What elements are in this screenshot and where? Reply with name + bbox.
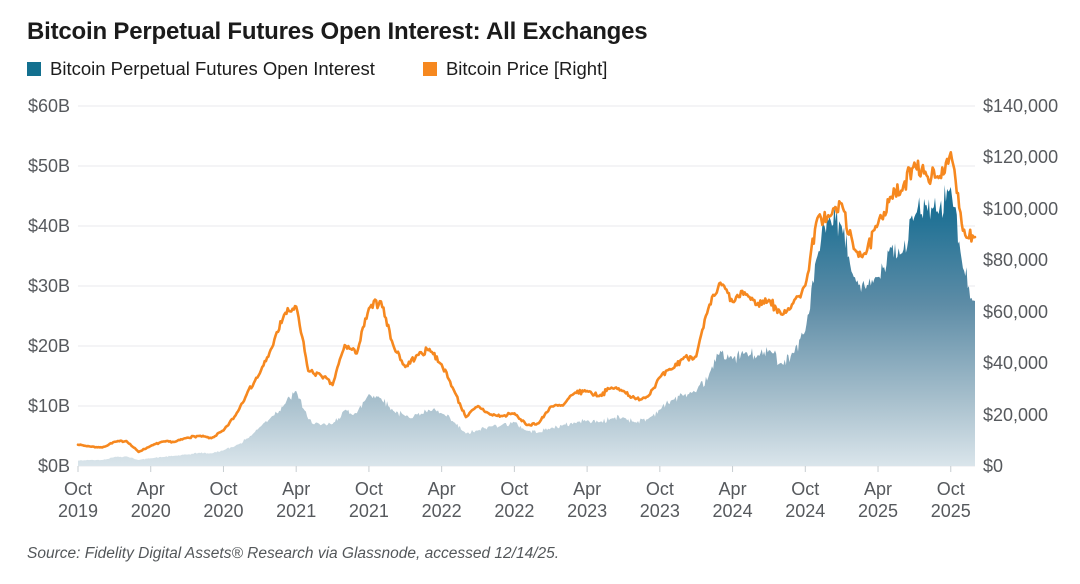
y-tick-label-left: $40B bbox=[27, 216, 70, 236]
y-tick-label-right: $20,000 bbox=[983, 404, 1049, 425]
y-tick-label-left: $20B bbox=[27, 336, 70, 356]
y-tick-label-right: $0 bbox=[983, 456, 1004, 476]
x-tick-label: Oct 2024 bbox=[785, 479, 826, 521]
y-tick-label-right: $140,000 bbox=[983, 96, 1059, 116]
x-tick-label: Oct 2025 bbox=[930, 479, 971, 521]
y-tick-label-left: $60B bbox=[27, 96, 70, 116]
x-tick-label: Apr 2024 bbox=[712, 479, 753, 521]
x-tick-label: Apr 2022 bbox=[421, 479, 462, 521]
x-tick-label: Oct 2023 bbox=[639, 479, 680, 521]
chart-area: $60B $50B $40B $30B $20B $10B $0B $140,000 $120… bbox=[0, 95, 1080, 530]
y-tick-label-left: $50B bbox=[27, 156, 70, 176]
x-tick-label: Oct 2021 bbox=[348, 479, 389, 521]
source-note: Source: Fidelity Digital Assets® Researc… bbox=[27, 545, 560, 562]
y-tick-label-right: $100,000 bbox=[983, 198, 1059, 219]
x-tick-label: Apr 2020 bbox=[130, 479, 171, 521]
y-tick-label-left: $0B bbox=[37, 456, 70, 476]
legend-item-price: Bitcoin Price [Right] bbox=[422, 58, 608, 80]
chart-canvas bbox=[76, 105, 977, 472]
legend-label-open-interest: Bitcoin Perpetual Futures Open Interest bbox=[50, 58, 375, 79]
legend-label-price: Bitcoin Price [Right] bbox=[445, 58, 608, 79]
x-tick-label: Apr 2025 bbox=[857, 479, 899, 521]
y-tick-label-left: $10B bbox=[27, 396, 70, 416]
y-tick-label-right: $40,000 bbox=[983, 353, 1049, 374]
x-tick-label: Apr 2021 bbox=[276, 479, 317, 521]
legend-item-open-interest: Bitcoin Perpetual Futures Open Interest bbox=[27, 58, 375, 80]
x-tick-label: Apr 2023 bbox=[567, 479, 608, 521]
y-tick-label-right: $60,000 bbox=[983, 301, 1049, 322]
legend-swatch-open-interest-icon bbox=[27, 62, 41, 76]
x-tick-label: Oct 2022 bbox=[494, 479, 535, 521]
legend: Bitcoin Perpetual Futures Open Interest … bbox=[27, 58, 607, 80]
x-tick-label: Oct 2019 bbox=[57, 479, 99, 521]
y-tick-label-left: $30B bbox=[27, 276, 70, 296]
y-tick-label-right: $120,000 bbox=[983, 147, 1059, 168]
chart-title: Bitcoin Perpetual Futures Open Interest:… bbox=[27, 18, 648, 45]
x-tick-label: Oct 2020 bbox=[203, 479, 244, 521]
y-tick-label-right: $80,000 bbox=[983, 250, 1049, 271]
legend-swatch-price-icon bbox=[422, 62, 437, 76]
